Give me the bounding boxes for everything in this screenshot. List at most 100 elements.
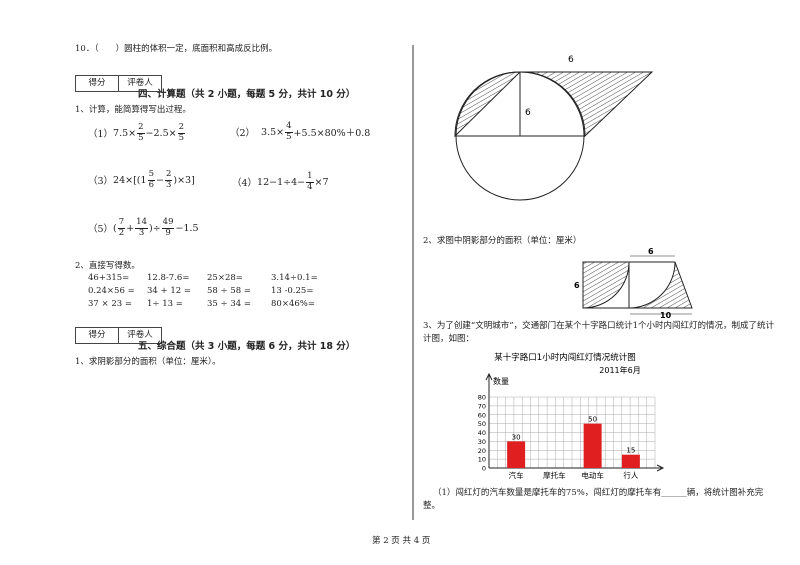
fraction: 14 3 [135, 217, 148, 239]
denominator: 5 [286, 131, 292, 142]
expression: （5）(7 2 +14 3)÷ 49 9 −1.5 [88, 217, 199, 239]
question: 1、计算，能简算得写出过程。 [75, 105, 191, 115]
numerator: 7 [117, 217, 126, 229]
exercise: 58 ÷ 58 = [207, 286, 251, 296]
chart-title: 某十字路口1小时内闯红灯情况统计图 [494, 352, 635, 363]
x-tick-label: 摩托车 [543, 470, 566, 480]
question: 计图，如图： [423, 334, 475, 344]
exercise: 3.14÷0.1= [271, 273, 318, 283]
expression-text: + [126, 222, 135, 234]
exercise: 13 -0.25= [271, 286, 314, 296]
chart-subtitle: 2011年6月 [599, 365, 640, 375]
expression-text: )×3] [173, 174, 195, 186]
expression-label: （5） [88, 224, 114, 236]
figure-label: 6 [648, 247, 654, 256]
y-axis-label: 数量 [493, 376, 509, 386]
x-axis-arrow [656, 464, 665, 472]
expression: （1） 7.5× 2 5 −2.5× 2 5 [88, 122, 186, 144]
score-box: 得分 评卷人 [75, 327, 162, 344]
expression-text: −2.5× [145, 127, 177, 139]
exercise: 0.24×56 = [88, 286, 135, 296]
expression-text: ×7 [314, 176, 329, 188]
y-tick-label: 30 [478, 438, 486, 446]
question: （1）闯红灯的汽车数量是摩托车的75%，闯红灯的摩托车有______辆，将统计图… [433, 488, 764, 498]
x-tick-label: 行人 [623, 470, 638, 480]
expression-text: 3.5× [261, 126, 285, 138]
denominator: 5 [178, 132, 184, 143]
numerator: 1 [306, 171, 314, 183]
figure-1 [454, 71, 654, 201]
y-tick-label: 40 [478, 429, 486, 437]
expression: （4） 12−1÷4− 1 4 ×7 [232, 171, 329, 193]
x-tick-label: 电动车 [581, 470, 604, 480]
y-tick-label: 70 [478, 402, 486, 410]
question: 整。 [423, 501, 441, 511]
y-tick-label: 0 [482, 465, 486, 473]
numerator: 4 [285, 121, 293, 133]
value-label: 50 [588, 416, 597, 424]
expression-text: +5.5×80%＋0.8 [293, 128, 371, 140]
exercise: 1÷ 13 = [147, 299, 183, 309]
denominator: 6 [148, 179, 154, 190]
score-box: 得分 评卷人 [75, 75, 162, 92]
expression-text: 24×[(1 [113, 174, 147, 186]
expression-text: 12−1÷4− [257, 176, 306, 188]
section-title: 五、综合题（共 3 小题，每题 6 分，共计 18 分） [138, 341, 356, 352]
exercise: 34 + 12 = [147, 286, 191, 296]
page-footer: 第 2 页 共 4 页 [372, 536, 431, 546]
expression-label: （3） [88, 176, 114, 188]
figure-label: 6 [568, 55, 574, 65]
denominator: 2 [118, 227, 125, 238]
numerator: 5 [147, 169, 155, 181]
exercise: 25×28= [207, 273, 243, 283]
figure-label: 10 [660, 311, 672, 320]
expression-text: − [155, 174, 164, 186]
grader-cell: 评卷人 [118, 328, 161, 343]
exercise: 46+315= [88, 273, 130, 283]
bar [507, 441, 526, 468]
score-cell: 得分 [88, 330, 106, 340]
question: 2、求图中阴影部分的面积（单位：厘米） [423, 236, 582, 246]
score-cell: 得分 [88, 78, 106, 88]
section-title: 四、计算题（共 2 小题，每题 5 分，共计 10 分） [138, 89, 356, 100]
expression-label: （2） [230, 128, 256, 140]
bar [583, 423, 602, 468]
bar-chart: 某十字路口1小时内闯红灯情况统计图2011年6月数量01020304050607… [478, 352, 665, 480]
bar [621, 454, 640, 468]
expression-label: （4） [232, 178, 258, 190]
exercise: 80×46%= [271, 299, 315, 309]
expression-text: −1.5 [175, 222, 199, 234]
numerator: 49 [161, 217, 175, 229]
numerator: 2 [137, 122, 145, 134]
figure-label: 6 [574, 281, 580, 290]
expression: （3） 24×[(1 5 6−2 3)×3] [88, 169, 195, 191]
question: 3、为了创建“文明城市”，交通部门在某个十字路口统计1个小时内闯红灯的情况，制成… [423, 321, 775, 331]
value-label: 15 [626, 447, 635, 455]
denominator: 5 [138, 132, 144, 143]
exercise: 35 ÷ 34 = [207, 299, 251, 309]
figure-label: 6 [525, 108, 531, 118]
y-tick-label: 80 [478, 394, 486, 402]
numerator: 2 [177, 122, 185, 134]
question: 1、求阴影部分的面积（单位：厘米）。 [75, 357, 221, 367]
question: 2、直接写得数。 [75, 261, 140, 271]
expression-text: ( [113, 222, 117, 234]
y-tick-label: 50 [478, 420, 486, 428]
denominator: 3 [138, 227, 145, 238]
expression-text: )÷ [148, 222, 161, 234]
y-tick-label: 60 [478, 411, 486, 419]
exercise: 37 × 23 = [88, 299, 132, 309]
x-tick-label: 汽车 [509, 470, 524, 480]
numerator: 2 [164, 169, 173, 181]
expression: （2） 3.5× 4 5 +5.5×80%＋0.8 [230, 121, 371, 143]
exercise: 12.8-7.6= [147, 273, 190, 283]
